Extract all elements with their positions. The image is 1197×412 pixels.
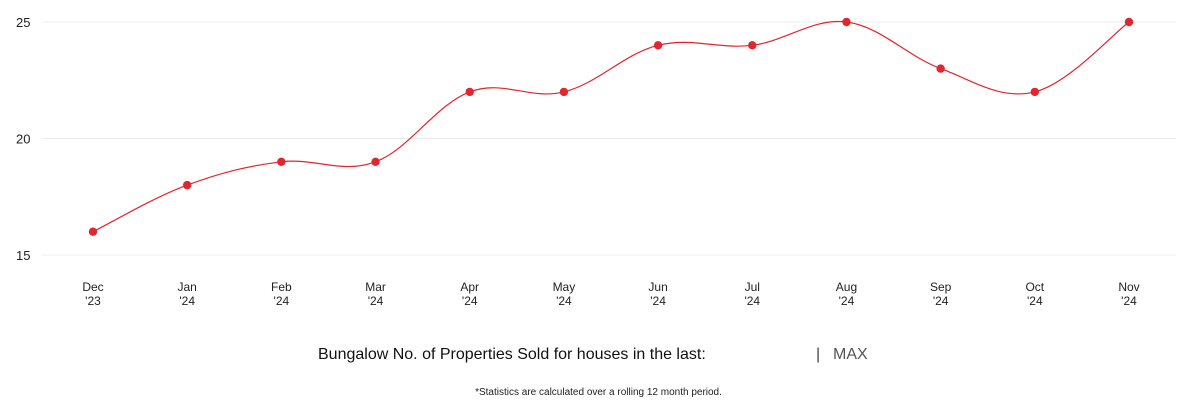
y-tick-label: 15 [16, 248, 30, 263]
x-tick-label: Apr [460, 280, 479, 294]
x-tick-label: Aug [836, 280, 857, 294]
gridlines [43, 21, 1176, 256]
caption-row: Bungalow No. of Properties Sold for hous… [0, 346, 1197, 370]
data-point-mar[interactable] [371, 157, 380, 166]
chart-caption: Bungalow No. of Properties Sold for hous… [318, 346, 706, 363]
data-point-aug[interactable] [842, 17, 851, 27]
data-points [88, 17, 1134, 236]
x-tick-year: '24 [1027, 294, 1043, 308]
y-tick-label: 25 [16, 15, 30, 30]
x-axis-ticks: Dec'23Jan'24Feb'24Mar'24Apr'24May'24Jun'… [82, 280, 1139, 308]
caption-separator: | [816, 346, 821, 363]
data-point-jun[interactable] [653, 41, 663, 50]
x-tick-year: '24 [650, 294, 666, 308]
series-line [92, 20, 1130, 233]
data-point-dec[interactable] [88, 227, 98, 236]
data-point-nov[interactable] [1124, 17, 1134, 27]
data-point-feb[interactable] [277, 157, 286, 166]
data-point-sep[interactable] [936, 64, 945, 73]
x-tick-year: '24 [744, 294, 760, 308]
data-point-may[interactable] [559, 87, 569, 97]
x-tick-year: '24 [556, 294, 572, 308]
x-tick-label: Jul [745, 280, 760, 294]
footnote: *Statistics are calculated over a rollin… [475, 387, 722, 398]
x-tick-label: May [553, 280, 576, 294]
x-tick-label: Dec [82, 280, 103, 294]
x-tick-year: '24 [179, 294, 195, 308]
x-tick-label: Mar [365, 280, 386, 294]
x-tick-label: Sep [930, 280, 952, 294]
data-point-oct[interactable] [1030, 87, 1040, 97]
x-tick-year: '24 [368, 294, 384, 308]
x-tick-label: Jun [648, 280, 667, 294]
x-tick-label: Feb [271, 280, 292, 294]
data-point-apr[interactable] [465, 87, 474, 97]
data-point-jan[interactable] [182, 180, 192, 190]
x-tick-year: '24 [274, 294, 290, 308]
y-tick-label: 20 [16, 132, 30, 147]
x-tick-year: '24 [839, 294, 855, 308]
x-tick-year: '24 [1121, 294, 1137, 308]
data-point-jul[interactable] [748, 41, 757, 50]
x-tick-label: Nov [1118, 280, 1139, 294]
x-tick-label: Oct [1025, 280, 1044, 294]
max-range-link[interactable]: MAX [833, 346, 868, 363]
x-tick-year: '24 [933, 294, 949, 308]
x-tick-year: '23 [85, 294, 101, 308]
x-tick-label: Jan [178, 280, 197, 294]
x-tick-year: '24 [462, 294, 478, 308]
y-axis-ticks: 15 20 25 [16, 15, 30, 263]
